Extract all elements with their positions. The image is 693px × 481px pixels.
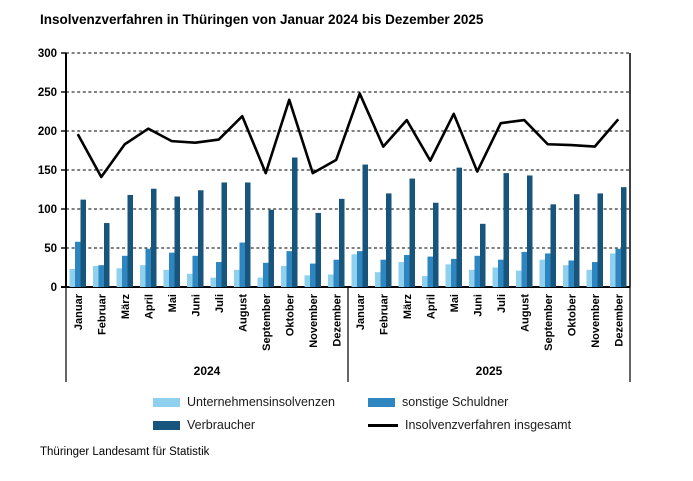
chart-title: Insolvenzverfahren in Thüringen von Janu… [40, 12, 484, 27]
svg-text:Januar: Januar [73, 293, 85, 330]
svg-text:November: November [308, 293, 320, 348]
svg-text:Februar: Februar [378, 293, 390, 335]
source-caption: Thüringer Landesamt für Statistik [40, 446, 210, 458]
legend-item-insgesamt: Insolvenzverfahren insgesamt [368, 418, 571, 432]
svg-text:Juni: Juni [190, 294, 202, 317]
legend-item-verbraucher: Verbraucher [153, 418, 255, 432]
svg-text:Oktober: Oktober [566, 293, 578, 336]
svg-text:50: 50 [44, 243, 57, 255]
svg-text:April: April [425, 294, 437, 319]
legend-label: Insolvenzverfahren insgesamt [405, 418, 572, 432]
svg-text:Mai: Mai [449, 294, 461, 312]
svg-text:Oktober: Oktober [284, 293, 296, 336]
svg-text:200: 200 [38, 126, 57, 138]
svg-text:250: 250 [38, 87, 57, 99]
svg-text:Januar: Januar [355, 293, 367, 330]
svg-text:2024: 2024 [194, 364, 221, 378]
svg-text:August: August [237, 294, 249, 332]
legend-label: Verbraucher [187, 418, 256, 432]
legend-swatch-sonstige-schuldner [368, 397, 395, 407]
svg-text:März: März [402, 294, 414, 320]
legend-swatch-unternehmensinsolvenzen [153, 397, 180, 407]
svg-text:Mai: Mai [167, 294, 179, 312]
legend-label: Unternehmensinsolvenzen [187, 395, 336, 409]
legend-label: sonstige Schuldner [402, 395, 509, 409]
svg-text:Dezember: Dezember [613, 293, 625, 346]
svg-text:Dezember: Dezember [331, 293, 343, 346]
svg-text:März: März [120, 294, 132, 320]
svg-text:September: September [543, 293, 555, 351]
svg-text:April: April [143, 294, 155, 319]
svg-text:0: 0 [51, 282, 57, 294]
legend-item-sonstige-schuldner: sonstige Schuldner [368, 395, 508, 409]
legend-item-unternehmensinsolvenzen: Unternehmensinsolvenzen [153, 395, 335, 409]
legend-swatch-verbraucher [153, 420, 180, 430]
svg-text:August: August [519, 294, 531, 332]
svg-text:150: 150 [38, 165, 57, 177]
svg-text:November: November [590, 293, 602, 348]
legend-swatch-insgesamt-line [368, 423, 398, 427]
svg-text:Februar: Februar [96, 293, 108, 335]
svg-text:100: 100 [38, 204, 57, 216]
svg-text:2025: 2025 [476, 364, 503, 378]
svg-text:September: September [261, 293, 273, 351]
svg-text:Juli: Juli [214, 294, 226, 313]
svg-text:Juni: Juni [472, 294, 484, 317]
svg-text:300: 300 [38, 48, 57, 60]
svg-text:Juli: Juli [496, 294, 508, 313]
